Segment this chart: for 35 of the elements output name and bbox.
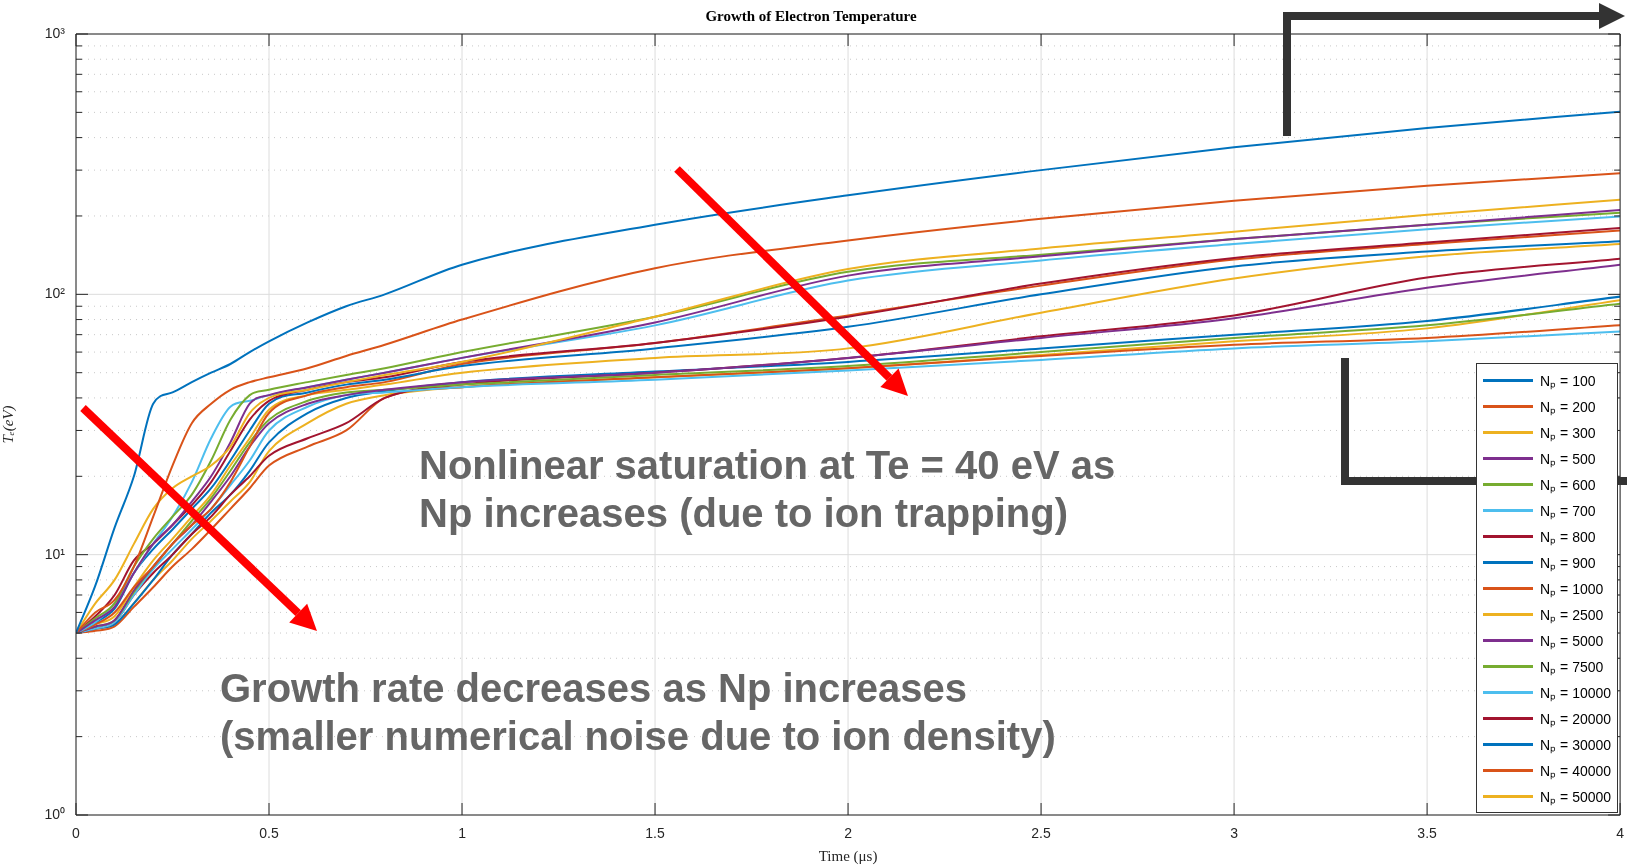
legend-label: Nₚ = 5000 (1540, 631, 1604, 650)
legend-label: Nₚ = 700 (1540, 501, 1596, 520)
chart-title: Growth of Electron Temperature (705, 7, 917, 24)
x-tick-label: 4 (1616, 825, 1625, 842)
y-tick-label: 10² (44, 285, 66, 302)
x-tick-label: 3.5 (1417, 825, 1438, 842)
annotation: Growth rate decreases as Np increases (smaller numerical noise due to ion density) (220, 665, 1056, 760)
y-tick-label: 10¹ (44, 545, 66, 562)
x-tick-label: 1.5 (645, 825, 665, 842)
x-tick-label: 0 (72, 825, 81, 842)
x-tick-label: 2.5 (1031, 825, 1052, 842)
legend-label: Nₚ = 600 (1540, 475, 1596, 494)
legend-label: Nₚ = 1000 (1540, 579, 1604, 598)
x-tick-label: 2 (844, 825, 853, 842)
legend-label: Nₚ = 7500 (1540, 657, 1604, 676)
x-axis-title: Time (μs) (818, 847, 878, 865)
annotation: Nonlinear saturation at Te = 40 eV as Np increases (due to ion trapping) (419, 442, 1116, 537)
x-tick-label: 3 (1230, 825, 1239, 842)
legend-label: Nₚ = 800 (1540, 527, 1596, 546)
x-tick-label: 0.5 (259, 825, 279, 842)
legend-label: Nₚ = 20000 (1540, 709, 1612, 728)
legend-label: Nₚ = 50000 (1540, 787, 1612, 806)
y-tick-label: 10⁰ (44, 805, 65, 822)
legend-label: Nₚ = 200 (1540, 397, 1596, 416)
y-tick-label: 10³ (44, 24, 66, 41)
legend-label: Nₚ = 40000 (1540, 761, 1612, 780)
legend-label: Nₚ = 300 (1540, 423, 1596, 442)
legend-label: Nₚ = 900 (1540, 553, 1596, 572)
x-tick-label: 1 (458, 825, 467, 842)
y-axis-title: Tₑ(eV) (0, 405, 17, 444)
legend-label: Nₚ = 10000 (1540, 683, 1612, 702)
legend-label: Nₚ = 500 (1540, 449, 1596, 468)
legend-label: Nₚ = 100 (1540, 371, 1596, 390)
legend-label: Nₚ = 2500 (1540, 605, 1604, 624)
legend-label: Nₚ = 30000 (1540, 735, 1612, 754)
